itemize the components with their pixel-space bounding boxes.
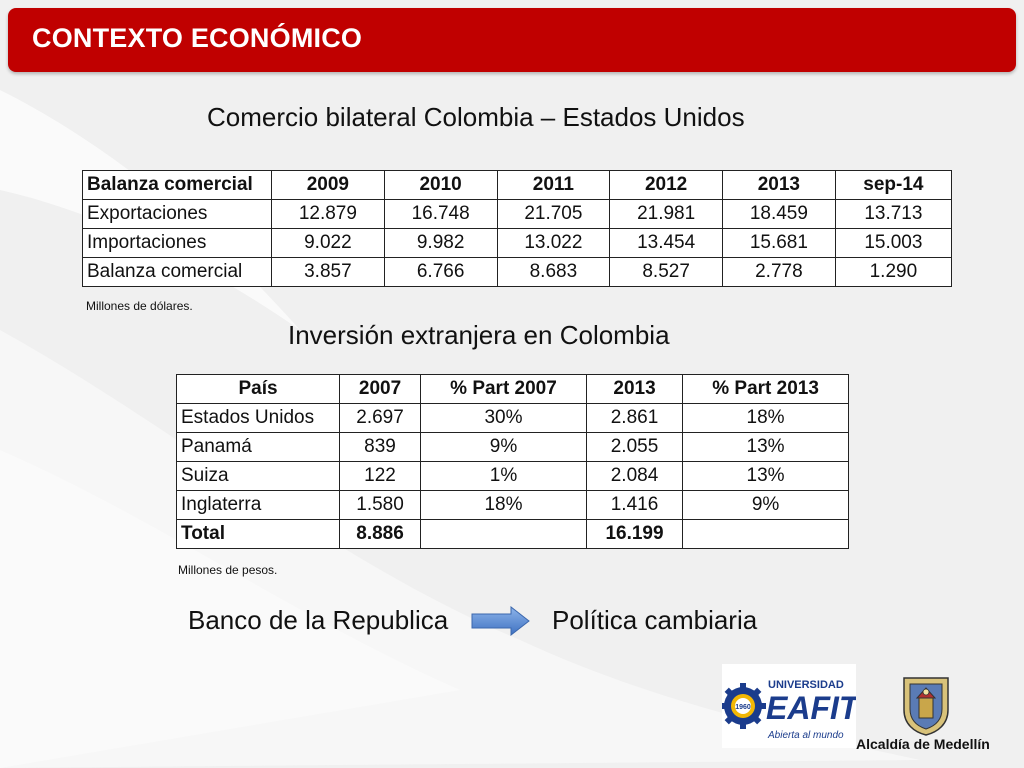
trade-header-cell: sep-14	[834, 170, 953, 200]
table-cell: 8.683	[496, 257, 611, 287]
trade-header-cell: 2013	[722, 170, 836, 200]
table-cell: 2.861	[585, 403, 684, 433]
table-row: Exportaciones 12.879 16.748 21.705 21.98…	[82, 199, 953, 229]
trade-header-row: Balanza comercial 2009 2010 2011 2012 20…	[82, 170, 953, 200]
table-cell: 15.003	[834, 228, 953, 258]
table-cell: 9%	[420, 432, 587, 462]
table-row: Suiza 122 1% 2.084 13%	[176, 461, 849, 491]
table-cell: 13%	[682, 432, 849, 462]
eafit-line1: UNIVERSIDAD	[768, 679, 844, 691]
medellin-coat-of-arms-icon	[903, 677, 949, 736]
table-cell: 839	[338, 432, 422, 462]
page-title: CONTEXTO ECONÓMICO	[32, 23, 363, 53]
table-cell: Total	[176, 519, 340, 549]
table-row: Estados Unidos 2.697 30% 2.861 18%	[176, 403, 849, 433]
table-cell: 13.022	[496, 228, 611, 258]
table-cell: 13.454	[609, 228, 723, 258]
table-cell: 30%	[420, 403, 587, 433]
table-cell: 2.697	[338, 403, 422, 433]
table-cell: Estados Unidos	[176, 403, 340, 433]
right-arrow-icon	[471, 606, 530, 636]
trade-title: Comercio bilateral Colombia – Estados Un…	[207, 102, 745, 132]
investment-table: País 2007 % Part 2007 2013 % Part 2013 E…	[176, 374, 849, 549]
investment-header-row: País 2007 % Part 2007 2013 % Part 2013	[176, 374, 849, 404]
investment-note: Millones de pesos.	[178, 563, 278, 577]
table-cell: 18%	[682, 403, 849, 433]
medellin-label: Alcaldía de Medellín	[856, 736, 990, 752]
table-cell: Balanza comercial	[82, 257, 272, 287]
investment-header-cell: 2007	[338, 374, 422, 404]
table-cell: 8.886	[338, 519, 422, 549]
table-cell: 9.022	[271, 228, 385, 258]
table-cell: 122	[338, 461, 422, 491]
table-cell: 6.766	[383, 257, 498, 287]
eafit-line2: EAFIT	[766, 690, 856, 726]
eafit-tagline: Abierta al mundo	[767, 730, 844, 741]
eafit-year: 1960	[735, 704, 751, 711]
table-cell: 12.879	[271, 199, 385, 229]
trade-header-cell: 2012	[609, 170, 723, 200]
table-cell: 9%	[682, 490, 849, 520]
table-cell: 21.705	[496, 199, 611, 229]
table-cell: 18.459	[722, 199, 836, 229]
investment-header-cell: 2013	[585, 374, 684, 404]
table-cell: 8.527	[609, 257, 723, 287]
table-cell: 15.681	[722, 228, 836, 258]
table-cell: 16.199	[585, 519, 684, 549]
table-cell: 1.290	[834, 257, 953, 287]
investment-header-cell: País	[176, 374, 340, 404]
trade-table: Balanza comercial 2009 2010 2011 2012 20…	[82, 170, 953, 287]
table-cell: 1.580	[338, 490, 422, 520]
investment-header-cell: % Part 2007	[420, 374, 587, 404]
table-cell: 2.084	[585, 461, 684, 491]
table-row: Balanza comercial 3.857 6.766 8.683 8.52…	[82, 257, 953, 287]
trade-header-cell: 2009	[271, 170, 385, 200]
table-row: Inglaterra 1.580 18% 1.416 9%	[176, 490, 849, 520]
politica-label: Política cambiaria	[552, 605, 758, 635]
table-cell: 1.416	[585, 490, 684, 520]
eafit-logo: 1960 UNIVERSIDAD EAFIT Abierta al mundo	[722, 664, 856, 748]
investment-title: Inversión extranjera en Colombia	[288, 320, 670, 350]
header-bar: CONTEXTO ECONÓMICO	[8, 8, 1016, 72]
trade-header-cell: Balanza comercial	[82, 170, 272, 200]
table-cell: Exportaciones	[82, 199, 272, 229]
table-cell: Inglaterra	[176, 490, 340, 520]
table-cell	[682, 519, 849, 549]
table-cell: Panamá	[176, 432, 340, 462]
table-cell: Suiza	[176, 461, 340, 491]
trade-header-cell: 2010	[383, 170, 498, 200]
table-cell	[420, 519, 587, 549]
table-cell: 21.981	[609, 199, 723, 229]
table-cell: 2.778	[722, 257, 836, 287]
table-row: Importaciones 9.022 9.982 13.022 13.454 …	[82, 228, 953, 258]
total-row: Total 8.886 16.199	[176, 519, 849, 549]
table-cell: 3.857	[271, 257, 385, 287]
investment-header-cell: % Part 2013	[682, 374, 849, 404]
table-cell: 13%	[682, 461, 849, 491]
table-cell: 18%	[420, 490, 587, 520]
table-cell: 1%	[420, 461, 587, 491]
trade-header-cell: 2011	[496, 170, 611, 200]
table-cell: 9.982	[383, 228, 498, 258]
table-cell: Importaciones	[82, 228, 272, 258]
table-cell: 2.055	[585, 432, 684, 462]
table-cell: 16.748	[383, 199, 498, 229]
banco-label: Banco de la Republica	[188, 605, 449, 635]
table-cell: 13.713	[834, 199, 953, 229]
table-row: Panamá 839 9% 2.055 13%	[176, 432, 849, 462]
trade-note: Millones de dólares.	[86, 299, 193, 313]
